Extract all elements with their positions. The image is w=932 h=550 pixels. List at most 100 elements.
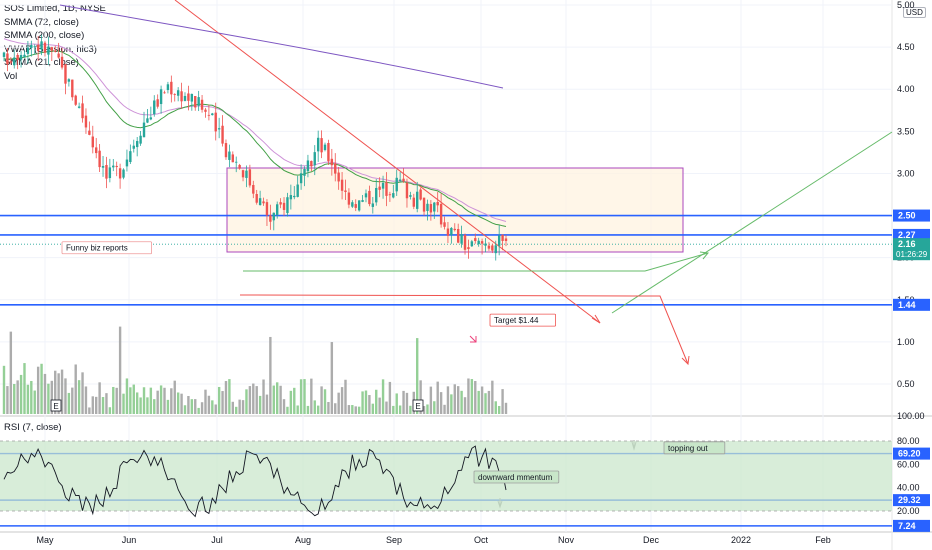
volume-bar	[115, 387, 118, 414]
candle-body	[71, 79, 74, 98]
volume-bar	[238, 399, 241, 414]
volume-bar	[494, 401, 497, 414]
volume-bar	[81, 372, 84, 414]
candle-body	[91, 136, 94, 148]
rsi-tag	[893, 494, 930, 507]
volume-bar	[306, 405, 310, 414]
candle-body	[494, 245, 497, 254]
volume-bar	[371, 403, 375, 414]
annotation-downward: downward mmentum	[478, 473, 553, 482]
volume-bar	[310, 378, 313, 414]
volume-bar	[279, 385, 282, 414]
volume-bar	[187, 396, 190, 414]
volume-bar	[9, 331, 13, 414]
currency-badge[interactable]: USD	[903, 7, 926, 18]
candle-body	[480, 241, 484, 244]
candle-body	[228, 151, 231, 160]
candle-body	[282, 202, 286, 210]
volume-bar	[439, 392, 443, 414]
volume-bar	[224, 381, 228, 414]
volume-bar	[176, 392, 180, 414]
candle-body	[334, 163, 337, 174]
candle-body	[456, 229, 460, 243]
smma-21-line	[3, 38, 507, 222]
time-axis-label: Aug	[295, 535, 311, 545]
volume-bar	[422, 406, 426, 414]
rsi-tag-label: 7.24	[898, 521, 916, 531]
drawings-layer	[0, 0, 893, 527]
candle-body	[19, 55, 23, 60]
volume-bar	[368, 395, 371, 414]
candles	[2, 34, 508, 261]
legend-vwap[interactable]: VWAP (Session, hlc3)	[4, 43, 97, 55]
volume-bar	[67, 392, 71, 414]
volume-bar	[40, 363, 43, 414]
legend-smma-200[interactable]: SMMA (200, close)	[4, 30, 85, 41]
price-axis-label: 0.50	[897, 379, 915, 389]
candle-body	[6, 53, 9, 65]
price-axis-label: 4.00	[897, 84, 915, 94]
time-axis-label: 2022	[731, 535, 751, 545]
volume-bar	[204, 389, 207, 414]
volume-bar	[467, 378, 470, 414]
volume-bar	[316, 405, 320, 414]
legend-volume[interactable]: Vol	[4, 70, 18, 82]
volume-bar	[190, 399, 194, 414]
volume-bar	[221, 391, 224, 414]
volume-bar	[436, 381, 439, 414]
legend-smma-72[interactable]: SMMA (72, close)	[4, 16, 79, 28]
volume-bar	[477, 390, 480, 414]
volume-bar	[135, 392, 139, 414]
volume-bar	[122, 393, 125, 414]
candle-body	[98, 150, 101, 168]
volume-axis-label: 100.00	[897, 411, 925, 421]
candle-body	[13, 57, 16, 66]
candle-body	[118, 168, 122, 179]
volume-bar	[456, 386, 460, 414]
candle-body	[153, 100, 156, 115]
volume-bar	[433, 401, 436, 414]
volume-bar	[327, 402, 330, 414]
volume-bar	[211, 400, 214, 414]
candle-body	[470, 241, 474, 247]
legend-smma-21[interactable]: SMMA (21, close)	[4, 57, 79, 68]
rsi-legend-title[interactable]: RSI (7, close)	[4, 422, 62, 433]
volume-bar	[156, 390, 159, 414]
volume-bar	[153, 399, 156, 414]
downtrend-line	[174, 0, 601, 324]
volume-bar	[364, 390, 368, 414]
candle-body	[392, 193, 395, 198]
candle-body	[173, 94, 176, 95]
earnings-marker-label: E	[415, 402, 420, 411]
annotation-target-box	[489, 313, 556, 327]
volume-bar	[392, 405, 395, 414]
price-axis-label: 3.50	[897, 126, 915, 136]
volume-bar	[228, 379, 231, 414]
candle-body	[265, 202, 269, 216]
candle-body	[463, 234, 467, 250]
volume-bar	[347, 405, 351, 414]
candle-body	[95, 147, 98, 154]
candle-body	[484, 243, 487, 246]
volume-bar	[296, 405, 299, 414]
volume-bar	[320, 386, 323, 414]
candle-body	[163, 92, 166, 94]
candle-body	[204, 109, 207, 112]
candle-body	[159, 89, 163, 105]
volume-bar	[484, 393, 487, 414]
volume-bar	[132, 384, 135, 414]
candle-body	[310, 160, 313, 167]
volume-bar	[487, 390, 491, 414]
annotation-downward-box	[473, 470, 560, 484]
candle-body	[443, 222, 446, 227]
volume-bar	[470, 379, 474, 414]
candle-body	[64, 64, 67, 84]
annotation-funny-biz: Funny biz reports	[66, 244, 128, 253]
volume-bar	[149, 387, 153, 414]
candle-body	[40, 41, 43, 50]
time-axis-label: Oct	[474, 535, 489, 545]
volume-bar	[108, 407, 112, 414]
candle-body	[426, 203, 429, 211]
volume-bar	[303, 379, 306, 414]
